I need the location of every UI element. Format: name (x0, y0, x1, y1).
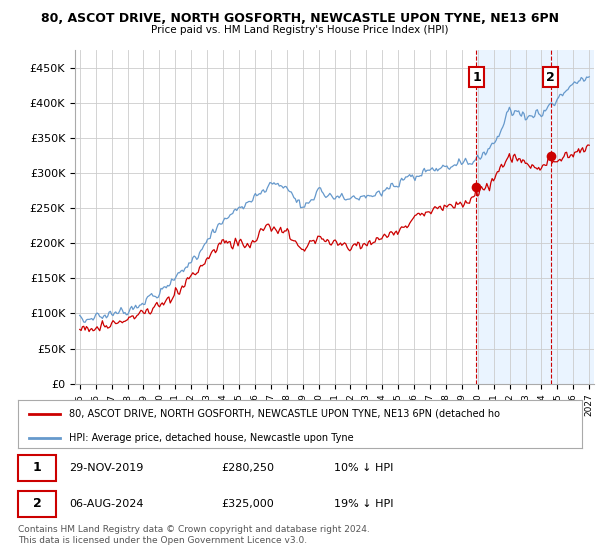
Text: £325,000: £325,000 (221, 499, 274, 509)
Text: Contains HM Land Registry data © Crown copyright and database right 2024.
This d: Contains HM Land Registry data © Crown c… (18, 525, 370, 545)
Bar (476, 50, 600, 384)
Text: 1: 1 (33, 461, 41, 474)
Text: 06-AUG-2024: 06-AUG-2024 (69, 499, 143, 509)
Text: 19% ↓ HPI: 19% ↓ HPI (334, 499, 394, 509)
Text: 2: 2 (33, 497, 41, 510)
Text: 80, ASCOT DRIVE, NORTH GOSFORTH, NEWCASTLE UPON TYNE, NE13 6PN: 80, ASCOT DRIVE, NORTH GOSFORTH, NEWCAST… (41, 12, 559, 25)
Text: HPI: Average price, detached house, Newcastle upon Tyne: HPI: Average price, detached house, Newc… (69, 432, 353, 442)
Text: 2: 2 (547, 71, 555, 83)
Text: 80, ASCOT DRIVE, NORTH GOSFORTH, NEWCASTLE UPON TYNE, NE13 6PN (detached ho: 80, ASCOT DRIVE, NORTH GOSFORTH, NEWCAST… (69, 409, 500, 419)
Text: 1: 1 (472, 71, 481, 83)
Bar (551, 50, 600, 384)
Text: 10% ↓ HPI: 10% ↓ HPI (334, 463, 393, 473)
FancyBboxPatch shape (18, 455, 56, 480)
FancyBboxPatch shape (18, 491, 56, 517)
Text: 29-NOV-2019: 29-NOV-2019 (69, 463, 143, 473)
Text: £280,250: £280,250 (221, 463, 274, 473)
Text: Price paid vs. HM Land Registry's House Price Index (HPI): Price paid vs. HM Land Registry's House … (151, 25, 449, 35)
